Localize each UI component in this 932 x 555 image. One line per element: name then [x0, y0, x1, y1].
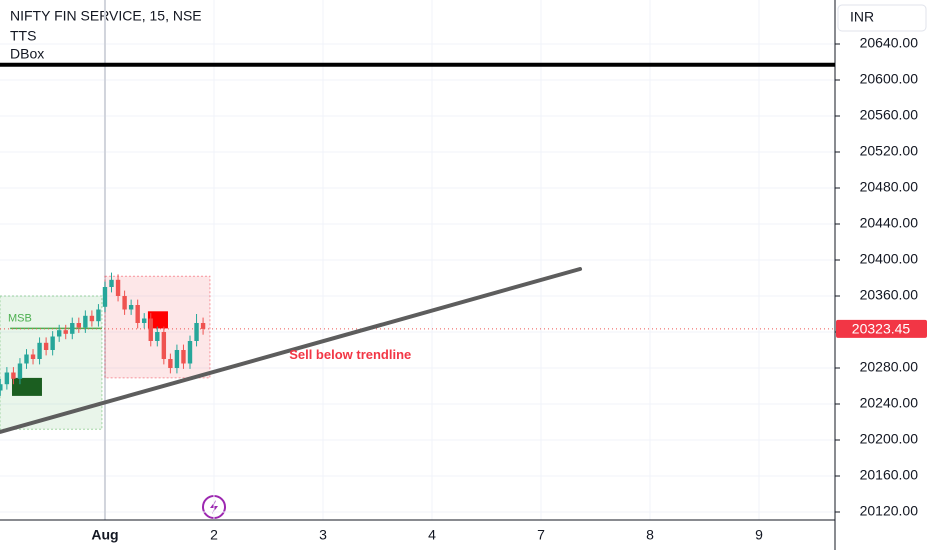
x-tick-label: Aug [91, 527, 118, 543]
candle-body [70, 322, 75, 334]
x-tick-label: 4 [428, 527, 436, 543]
order-block [11, 377, 42, 396]
candle-body [0, 384, 3, 391]
annotation: MSB [8, 312, 32, 324]
currency-label: INR [850, 9, 874, 25]
candle-body [142, 318, 147, 323]
x-tick-label: 8 [646, 527, 654, 543]
trendline [0, 266, 583, 434]
candle-body [135, 304, 140, 323]
candle-body [168, 358, 173, 368]
candle-body [89, 315, 95, 322]
y-tick-label: 20280.00 [860, 359, 919, 375]
candle-body [122, 295, 127, 310]
candle-body [63, 330, 68, 334]
candle-body [96, 309, 101, 322]
candle-body [102, 286, 108, 307]
y-tick-label: 20520.00 [860, 143, 919, 159]
candle-body [50, 336, 55, 350]
candle-body [128, 304, 134, 310]
last-price-label: 20323.45 [852, 321, 911, 337]
x-tick-label: 7 [537, 527, 545, 543]
candle-body [181, 349, 186, 364]
candle-body [83, 315, 88, 328]
indicator-label: DBox [10, 46, 44, 62]
y-tick-label: 20160.00 [860, 467, 919, 483]
y-tick-label: 20200.00 [860, 431, 919, 447]
candle-body [56, 330, 62, 337]
candle-body [43, 342, 49, 350]
candle-body [200, 322, 206, 329]
annotation: Sell below trendline [289, 347, 411, 362]
candle-body [155, 331, 160, 341]
candle-body [161, 331, 167, 359]
y-tick-label: 20600.00 [860, 71, 919, 87]
y-tick-label: 20240.00 [860, 395, 919, 411]
candle-body [187, 340, 193, 364]
y-tick-label: 20440.00 [860, 215, 919, 231]
y-tick-label: 20400.00 [860, 251, 919, 267]
currency-button[interactable] [837, 4, 927, 32]
candle-body [30, 354, 36, 359]
x-tick-label: 2 [210, 527, 218, 543]
last-price-tag [836, 319, 927, 338]
indicator-label: TTS [10, 28, 36, 44]
x-tick-label: 3 [319, 527, 327, 543]
candle-body [148, 318, 153, 341]
candle-body [115, 279, 121, 296]
y-tick-label: 20360.00 [860, 287, 919, 303]
candle-body [194, 322, 199, 341]
candle-body [76, 322, 82, 328]
candle-body [24, 354, 29, 364]
y-tick-label: 20120.00 [860, 503, 919, 519]
candle-body [174, 349, 180, 368]
candle-body [17, 363, 23, 379]
y-tick-label: 20480.00 [860, 179, 919, 195]
candle-body [11, 372, 16, 379]
candle-body [37, 342, 42, 359]
candle-body [4, 372, 10, 385]
x-tick-label: 9 [755, 527, 763, 543]
y-tick-label: 20560.00 [860, 107, 919, 123]
y-tick-label: 20640.00 [860, 35, 919, 51]
candle-body [109, 279, 114, 287]
